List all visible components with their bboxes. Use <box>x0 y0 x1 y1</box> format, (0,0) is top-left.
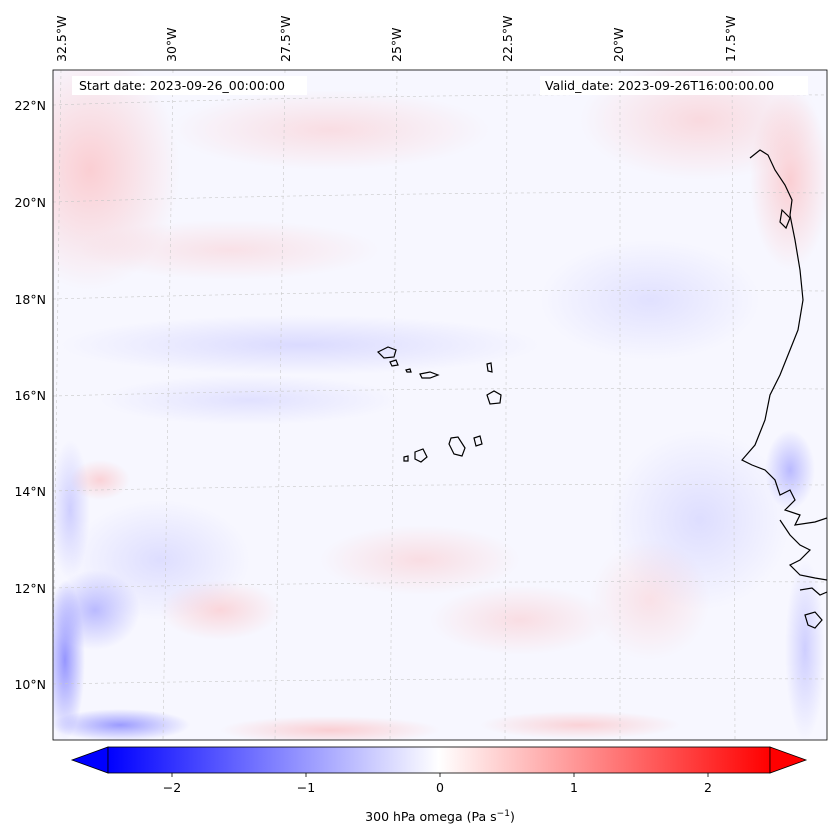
colorbar-tick-label: −2 <box>163 780 181 795</box>
africa-coastline <box>779 208 791 230</box>
lat-label: 16°N <box>14 388 46 403</box>
africa-coastline <box>741 149 827 526</box>
lat-label: 10°N <box>14 677 46 692</box>
lat-label: 12°N <box>14 581 46 596</box>
field-blue-patch <box>53 709 190 740</box>
colorbar-tick-label: −1 <box>297 780 315 795</box>
lon-label: 27.5°W <box>278 16 293 62</box>
island-sao-vicente <box>389 359 399 367</box>
latitude-labels: 22°N 20°N 18°N 16°N 14°N 12°N 10°N <box>14 98 46 692</box>
island-santo-antao <box>376 346 397 359</box>
map-frame <box>52 69 828 741</box>
field-red-patch <box>80 220 380 280</box>
lon-label: 30°W <box>164 27 179 62</box>
colorbar-tick-label: 2 <box>704 780 712 795</box>
island-santa-luzia <box>405 368 412 373</box>
island-sao-nicolau <box>419 371 440 379</box>
colorbar-tick-label: 1 <box>570 780 578 795</box>
colorbar-tick-label: 0 <box>436 780 444 795</box>
colorbar-body <box>107 746 771 774</box>
colorbar-extend-min <box>70 746 109 774</box>
africa-coastline <box>779 519 827 581</box>
start-date-label: Start date: 2023-09-26_00:00:00 <box>79 78 285 93</box>
lon-label: 32.5°W <box>54 16 69 62</box>
omega-field <box>53 70 827 740</box>
field-red-patch <box>590 540 710 660</box>
field-red-patch <box>160 580 280 640</box>
valid-date-box <box>540 76 808 95</box>
field-red-patch <box>70 460 130 500</box>
field-blue-patch <box>765 430 815 510</box>
colorbar-units-exponent: −1 <box>497 809 510 819</box>
coastlines <box>376 149 827 629</box>
field-red-patch <box>750 90 827 270</box>
island-santiago <box>448 436 466 457</box>
lat-label: 18°N <box>14 292 46 307</box>
lon-label: 25°W <box>389 27 404 62</box>
field-red-patch <box>220 716 440 740</box>
field-blue-patch <box>100 375 400 425</box>
lat-label: 22°N <box>14 98 46 113</box>
africa-coastline <box>799 587 827 596</box>
graticule <box>53 70 827 740</box>
start-date-box <box>72 76 307 95</box>
colorbar-label: 300 hPa omega (Pa s−1) <box>365 809 515 824</box>
africa-coastline <box>804 611 823 629</box>
lon-label: 17.5°W <box>723 16 738 62</box>
island-sal <box>486 362 493 373</box>
lat-label: 20°N <box>14 195 46 210</box>
island-brava <box>403 455 409 462</box>
island-maio <box>473 435 483 447</box>
lon-label: 20°W <box>611 27 626 62</box>
island-fogo <box>414 448 428 463</box>
field-blue-patch <box>785 560 825 740</box>
island-boa-vista <box>486 390 502 405</box>
field-blue-patch <box>540 240 760 360</box>
colorbar-units: Pa s <box>472 809 497 824</box>
map-panel: Start date: 2023-09-26_00:00:00 Valid_da… <box>52 69 828 741</box>
lon-label: 22.5°W <box>500 16 515 62</box>
field-red-patch <box>480 711 680 739</box>
lat-label: 14°N <box>14 484 46 499</box>
valid-date-label: Valid_date: 2023-09-26T16:00:00.00 <box>545 78 774 93</box>
field-red-patch <box>320 525 520 595</box>
colorbar-variable: 300 hPa omega <box>365 809 462 824</box>
field-red-patch <box>430 585 610 655</box>
colorbar: −2 −1 0 1 2 300 hPa omega (Pa s−1) <box>70 746 808 824</box>
longitude-labels: 32.5°W 30°W 27.5°W 25°W 22.5°W 20°W 17.5… <box>54 16 738 62</box>
field-blue-patch <box>60 315 540 375</box>
colorbar-extend-max <box>769 746 808 774</box>
field-red-patch <box>170 90 490 170</box>
